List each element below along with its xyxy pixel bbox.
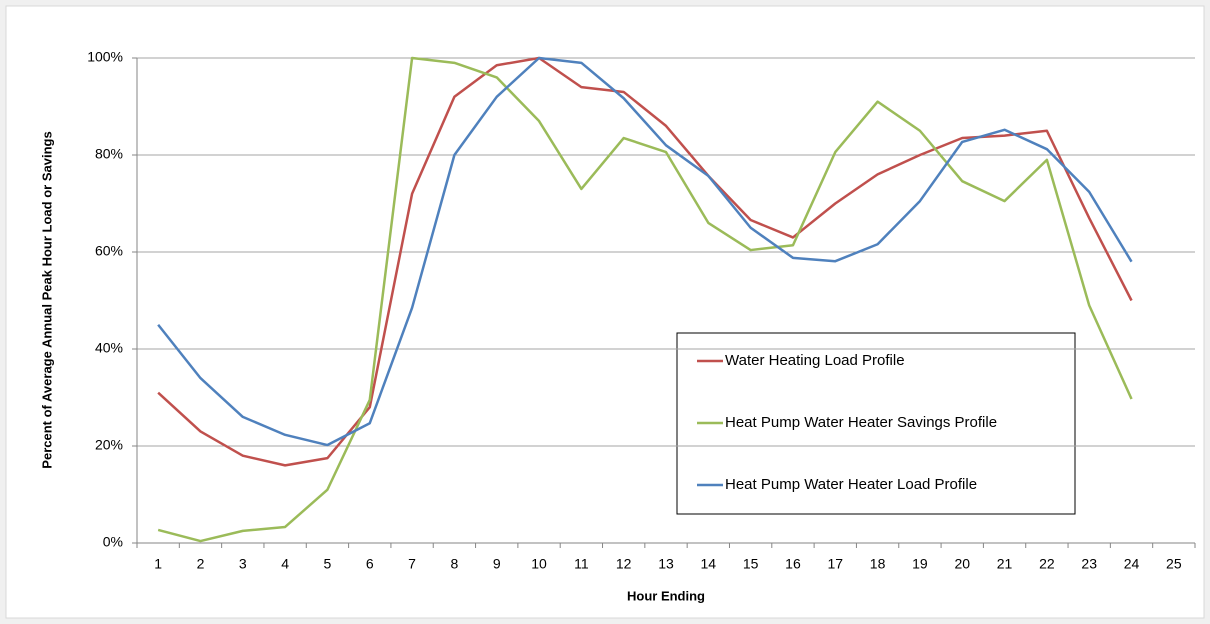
legend-label: Heat Pump Water Heater Load Profile: [725, 476, 977, 493]
x-tick-label: 2: [197, 556, 205, 572]
chart-area: [5, 5, 1205, 619]
x-tick-label: 11: [574, 556, 589, 572]
y-tick-label: 80%: [95, 146, 123, 162]
x-tick-label: 1: [154, 556, 162, 572]
x-tick-label: 14: [701, 556, 717, 572]
x-tick-label: 16: [785, 556, 801, 572]
y-tick-label: 40%: [95, 340, 123, 356]
series-line: [157, 56, 1133, 543]
x-tick-label: 10: [531, 556, 547, 572]
x-tick-label: 5: [324, 556, 332, 572]
y-tick-label: 0%: [103, 534, 123, 550]
x-tick-label: 3: [239, 556, 247, 572]
x-tick-label: 15: [743, 556, 759, 572]
x-tick-label: 19: [912, 556, 928, 572]
x-tick-label: 9: [493, 556, 501, 572]
y-tick-label: 60%: [95, 243, 123, 259]
x-tick-label: 25: [1166, 556, 1182, 572]
x-tick-label: 21: [997, 556, 1013, 572]
x-tick-label: 23: [1081, 556, 1097, 572]
x-tick-label: 20: [954, 556, 970, 572]
series-line: [157, 56, 1133, 467]
x-tick-label: 8: [451, 556, 459, 572]
x-axis-title: Hour Ending: [627, 588, 705, 603]
legend-box: [676, 332, 1076, 515]
y-tick-label: 20%: [95, 437, 123, 453]
x-tick-label: 4: [281, 556, 289, 572]
x-tick-label: 13: [658, 556, 674, 572]
series-line: [157, 56, 1133, 447]
x-tick-label: 24: [1124, 556, 1140, 572]
legend-label: Water Heating Load Profile: [725, 352, 905, 369]
x-tick-label: 22: [1039, 556, 1055, 572]
x-tick-label: 12: [616, 556, 632, 572]
x-tick-label: 18: [870, 556, 886, 572]
x-tick-label: 17: [827, 556, 843, 572]
x-tick-label: 6: [366, 556, 374, 572]
y-axis-title: Percent of Average Annual Peak Hour Load…: [39, 131, 54, 468]
y-tick-label: 100%: [87, 49, 123, 65]
legend-label: Heat Pump Water Heater Savings Profile: [725, 414, 997, 431]
x-tick-label: 7: [408, 556, 416, 572]
